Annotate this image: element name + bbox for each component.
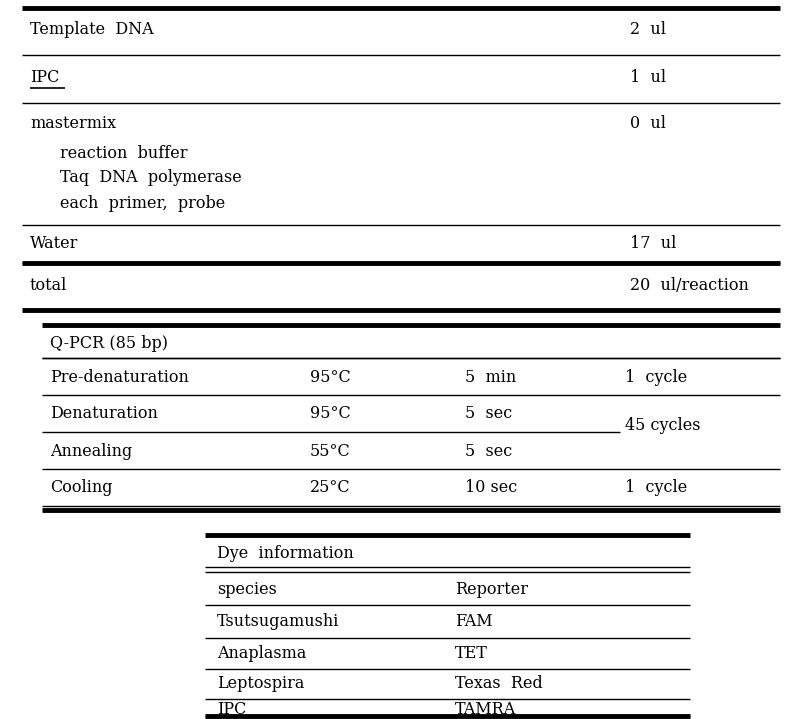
Text: 1  ul: 1 ul (630, 70, 666, 86)
Text: 0  ul: 0 ul (630, 116, 666, 132)
Text: 5  sec: 5 sec (465, 406, 512, 423)
Text: Denaturation: Denaturation (50, 406, 158, 423)
Text: Dye  information: Dye information (217, 544, 354, 562)
Text: Annealing: Annealing (50, 442, 132, 459)
Text: reaction  buffer: reaction buffer (60, 145, 187, 162)
Text: 25°C: 25°C (310, 480, 350, 497)
Text: 55°C: 55°C (310, 442, 350, 459)
Text: Cooling: Cooling (50, 480, 113, 497)
Text: each  primer,  probe: each primer, probe (60, 195, 226, 211)
Text: 95°C: 95°C (310, 369, 350, 385)
Text: 95°C: 95°C (310, 406, 350, 423)
Text: TET: TET (455, 646, 488, 662)
Text: Anaplasma: Anaplasma (217, 646, 306, 662)
Text: Reporter: Reporter (455, 582, 528, 598)
Text: 10 sec: 10 sec (465, 480, 518, 497)
Text: 17  ul: 17 ul (630, 234, 676, 252)
Text: Texas  Red: Texas Red (455, 675, 542, 692)
Text: IPC: IPC (30, 70, 59, 86)
Text: TAMRA: TAMRA (455, 700, 516, 718)
Text: Water: Water (30, 234, 78, 252)
Text: Template  DNA: Template DNA (30, 22, 154, 39)
Text: total: total (30, 278, 67, 295)
Text: Pre-denaturation: Pre-denaturation (50, 369, 189, 385)
Text: mastermix: mastermix (30, 116, 116, 132)
Text: Leptospira: Leptospira (217, 675, 304, 692)
Text: FAM: FAM (455, 613, 493, 631)
Text: 1  cycle: 1 cycle (625, 480, 687, 497)
Text: species: species (217, 582, 277, 598)
Text: Taq  DNA  polymerase: Taq DNA polymerase (60, 170, 242, 186)
Text: 5  min: 5 min (465, 369, 516, 385)
Text: 2  ul: 2 ul (630, 22, 666, 39)
Text: IPC: IPC (217, 700, 246, 718)
Text: 45 cycles: 45 cycles (625, 416, 701, 434)
Text: 1  cycle: 1 cycle (625, 369, 687, 385)
Text: 20  ul/reaction: 20 ul/reaction (630, 278, 749, 295)
Text: 5  sec: 5 sec (465, 442, 512, 459)
Text: Tsutsugamushi: Tsutsugamushi (217, 613, 339, 631)
Text: Q-PCR (85 bp): Q-PCR (85 bp) (50, 334, 168, 352)
